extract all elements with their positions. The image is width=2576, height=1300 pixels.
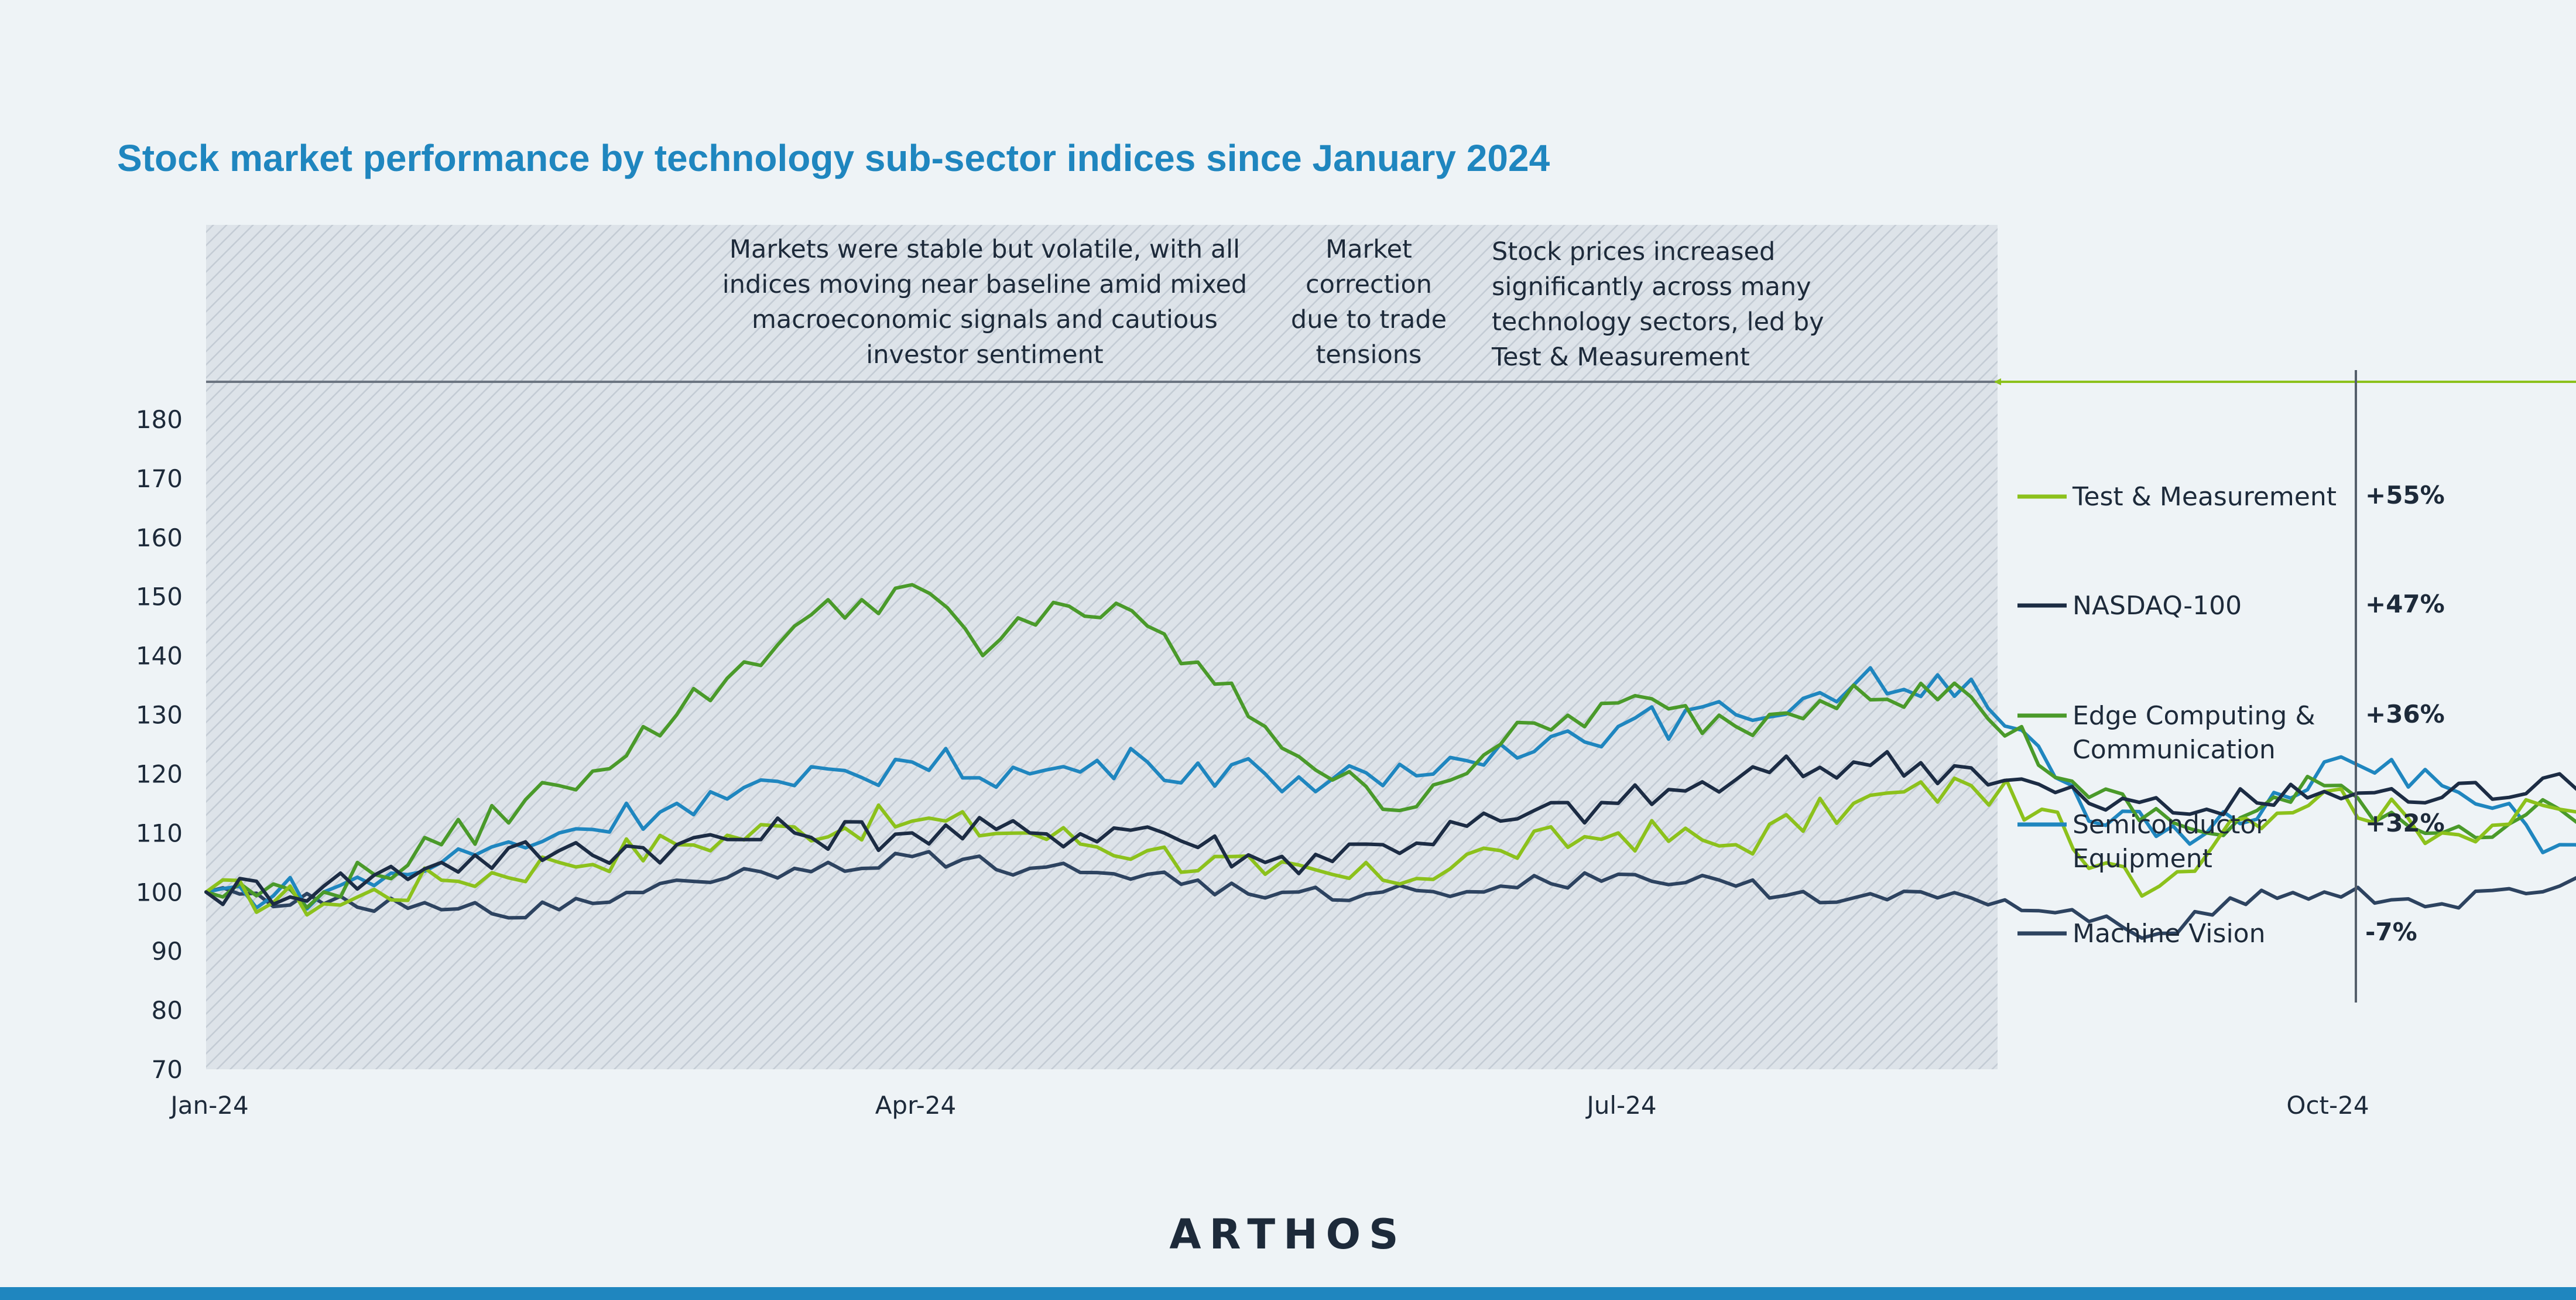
phase-annotation-stable: indices moving near baseline amid mixed bbox=[722, 270, 1247, 299]
x-tick-label: Jan-24 bbox=[169, 1091, 248, 1120]
legend: Test & Measurement +55% NASDAQ-100 +47% Edge… bbox=[2017, 370, 2445, 1003]
phase-annotation-correction: correction bbox=[1306, 270, 1432, 299]
x-tick-label: Apr-24 bbox=[875, 1091, 957, 1120]
brand-logo: ARTHOS bbox=[1169, 1210, 1406, 1258]
phase-bands: Markets were stable but volatile, with a… bbox=[206, 225, 2576, 1069]
phase-annotation-stable: Markets were stable but volatile, with a… bbox=[729, 235, 1240, 264]
y-tick-label: 110 bbox=[136, 819, 183, 847]
y-tick-label: 80 bbox=[152, 996, 183, 1025]
y-tick-label: 120 bbox=[136, 760, 183, 788]
y-tick-label: 130 bbox=[136, 701, 183, 730]
series-line-machine-vision bbox=[204, 850, 2576, 940]
legend-label: Communication bbox=[2073, 735, 2276, 765]
axes: 70 80 90 100 110 120 130 140 150 160 170 180 Jan-24 A… bbox=[136, 405, 2369, 1120]
phase-annotation-growth: significantly across many bbox=[1492, 272, 1811, 302]
phase-annotation-growth: Test & Measurement bbox=[1491, 343, 1750, 372]
series-line-nasdaq-100 bbox=[204, 750, 2576, 906]
series-line-test-measurement bbox=[204, 776, 2576, 917]
phase-annotation-correction: due to trade bbox=[1291, 305, 1447, 334]
y-tick-label: 150 bbox=[136, 583, 183, 611]
phase-annotation-stable: macroeconomic signals and cautious bbox=[752, 305, 1218, 334]
legend-label: Edge Computing & bbox=[2073, 701, 2315, 731]
legend-label: NASDAQ-100 bbox=[2073, 591, 2242, 621]
phase-annotation-correction: tensions bbox=[1316, 340, 1422, 370]
series-line-semiconductor-equipment bbox=[204, 666, 2576, 911]
y-tick-label: 170 bbox=[136, 464, 183, 493]
legend-change: +55% bbox=[2365, 481, 2445, 509]
chart-title: Stock market performance by technology s… bbox=[117, 137, 1550, 179]
y-tick-label: 180 bbox=[136, 405, 183, 434]
x-tick-label: Oct-24 bbox=[2286, 1091, 2369, 1120]
legend-label: Test & Measurement bbox=[2072, 482, 2337, 512]
series-lines bbox=[204, 583, 2576, 940]
legend-label: Machine Vision bbox=[2073, 919, 2265, 949]
y-tick-label: 140 bbox=[136, 642, 183, 670]
phase-annotation-correction: Market bbox=[1325, 235, 1412, 264]
legend-label: Equipment bbox=[2073, 844, 2212, 874]
y-tick-label: 70 bbox=[152, 1055, 183, 1084]
bottom-bar bbox=[0, 1287, 2576, 1300]
legend-change: -7% bbox=[2365, 918, 2417, 946]
series-line-edge-computing-communication bbox=[204, 583, 2576, 909]
legend-label: Semiconductor bbox=[2073, 810, 2267, 840]
legend-change: +36% bbox=[2365, 700, 2445, 728]
phase-annotation-growth: Stock prices increased bbox=[1492, 237, 1775, 266]
y-tick-label: 100 bbox=[136, 878, 183, 906]
x-tick-label: Jul-24 bbox=[1585, 1091, 1656, 1120]
phase-annotation-stable: investor sentiment bbox=[866, 340, 1103, 370]
phase-band-neutral bbox=[206, 225, 1998, 1069]
phase-annotation-growth: technology sectors, led by bbox=[1492, 307, 1824, 337]
legend-change: +32% bbox=[2365, 809, 2445, 837]
y-tick-label: 90 bbox=[152, 937, 183, 966]
legend-change: +47% bbox=[2365, 590, 2445, 618]
y-tick-label: 160 bbox=[136, 524, 183, 552]
